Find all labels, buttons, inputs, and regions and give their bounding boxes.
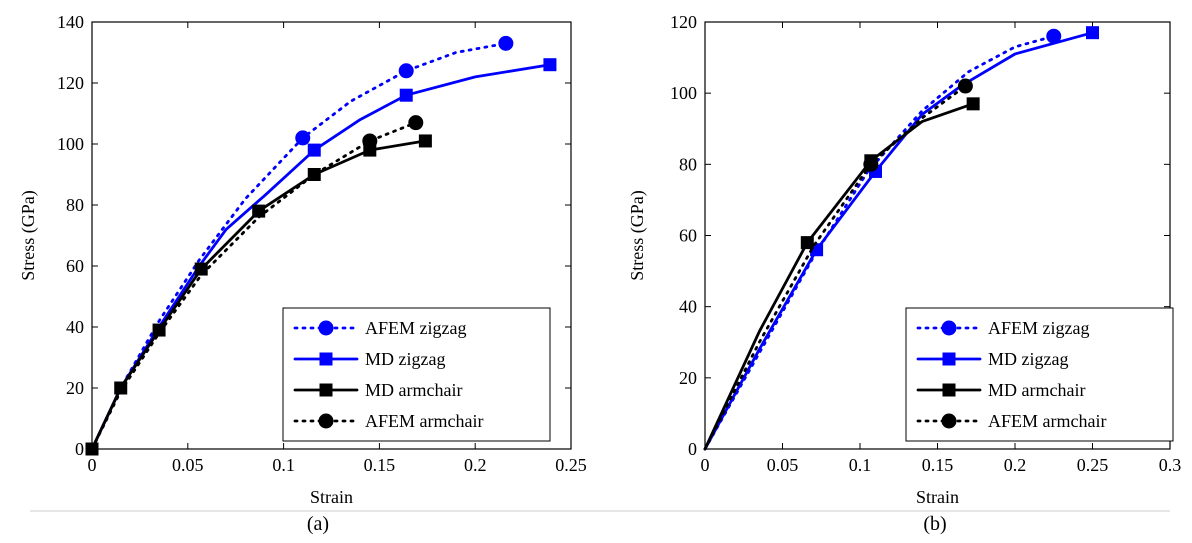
- y-tick-label: 140: [57, 12, 84, 32]
- y-tick-label: 60: [679, 226, 697, 246]
- data-point: [194, 262, 208, 276]
- data-point: [543, 58, 557, 72]
- legend-label: MD armchair: [988, 380, 1085, 400]
- x-tick-label: 0.15: [922, 455, 954, 475]
- data-point: [252, 204, 266, 218]
- legend-marker: [941, 413, 957, 429]
- x-tick-label: 0.25: [1077, 455, 1109, 475]
- x-axis-label: Strain: [916, 487, 959, 507]
- legend-label: MD armchair: [365, 380, 462, 400]
- series-afem-zigzag: [90, 35, 514, 451]
- data-point: [307, 143, 321, 157]
- data-point: [957, 78, 973, 94]
- data-point: [399, 88, 413, 102]
- legend-marker: [941, 320, 957, 336]
- legend: AFEM zigzag MD zigzag MD armchair AFEM armc…: [905, 307, 1174, 442]
- y-axis-label: Stress (GPa): [18, 190, 39, 281]
- legend-marker: [318, 413, 334, 429]
- y-tick-label: 0: [75, 439, 84, 459]
- legend-marker: [942, 383, 956, 397]
- x-tick-label: 0.1: [272, 455, 295, 475]
- series-line: [703, 31, 1094, 451]
- y-tick-label: 20: [66, 378, 84, 398]
- y-tick-label: 120: [57, 73, 84, 93]
- legend-marker: [942, 352, 956, 366]
- data-point: [863, 156, 879, 172]
- legend: AFEM zigzag MD zigzag MD armchair AFEM armc…: [282, 307, 551, 442]
- series-afem-armchair: [90, 115, 424, 451]
- series-line: [90, 42, 508, 451]
- y-tick-label: 80: [66, 195, 84, 215]
- chart-caption: (a): [307, 513, 329, 535]
- x-tick-label: 0.05: [172, 455, 204, 475]
- legend-label: AFEM armchair: [365, 411, 483, 431]
- legend-label: MD zigzag: [988, 349, 1068, 369]
- series-afem-armchair: [703, 78, 973, 451]
- series-line: [90, 139, 427, 451]
- y-axis-label: Stress (GPa): [627, 190, 648, 281]
- y-tick-label: 40: [66, 317, 84, 337]
- x-tick-label: 0: [88, 455, 97, 475]
- y-tick-label: 120: [670, 12, 697, 32]
- series-line: [703, 84, 967, 451]
- data-point: [152, 323, 166, 337]
- legend-marker: [318, 320, 334, 336]
- x-tick-label: 0.3: [1159, 455, 1182, 475]
- y-tick-label: 60: [66, 256, 84, 276]
- data-point: [498, 35, 514, 51]
- plot-area: [91, 21, 572, 450]
- legend-label: AFEM armchair: [988, 411, 1106, 431]
- data-point: [408, 115, 424, 131]
- data-point: [800, 236, 814, 250]
- x-tick-label: 0.25: [555, 455, 587, 475]
- y-tick-label: 40: [679, 297, 697, 317]
- x-tick-label: 0.15: [364, 455, 396, 475]
- data-point: [362, 133, 378, 149]
- data-point: [295, 130, 311, 146]
- legend-marker: [319, 352, 333, 366]
- chart-b: 0 0.05 0.1 0.15 0.2 0.25 0.3 0 20 40 60 80 100 120 Str…: [627, 12, 1181, 535]
- data-point: [966, 97, 980, 111]
- x-axis-label: Strain: [310, 487, 353, 507]
- x-tick-label: 0.2: [1004, 455, 1027, 475]
- y-tick-label: 100: [57, 134, 84, 154]
- legend-label: MD zigzag: [365, 349, 445, 369]
- series-line: [703, 102, 975, 451]
- series-line: [90, 121, 418, 451]
- data-point: [398, 63, 414, 79]
- chart-a: 0 0.05 0.1 0.15 0.2 0.25 0 20 40 60 80 100 120 140 Str…: [18, 12, 587, 535]
- x-tick-label: 0.2: [464, 455, 487, 475]
- y-tick-label: 100: [670, 83, 697, 103]
- data-point: [418, 134, 432, 148]
- x-tick-label: 0.1: [849, 455, 872, 475]
- y-tick-label: 20: [679, 368, 697, 388]
- y-tick-label: 80: [679, 154, 697, 174]
- y-tick-label: 0: [688, 439, 697, 459]
- chart-caption: (b): [923, 513, 946, 535]
- x-tick-label: 0: [701, 455, 710, 475]
- x-tick-label: 0.05: [767, 455, 799, 475]
- data-point: [1086, 26, 1099, 40]
- legend-label: AFEM zigzag: [988, 318, 1089, 338]
- legend-label: AFEM zigzag: [365, 318, 466, 338]
- legend-marker: [319, 383, 333, 397]
